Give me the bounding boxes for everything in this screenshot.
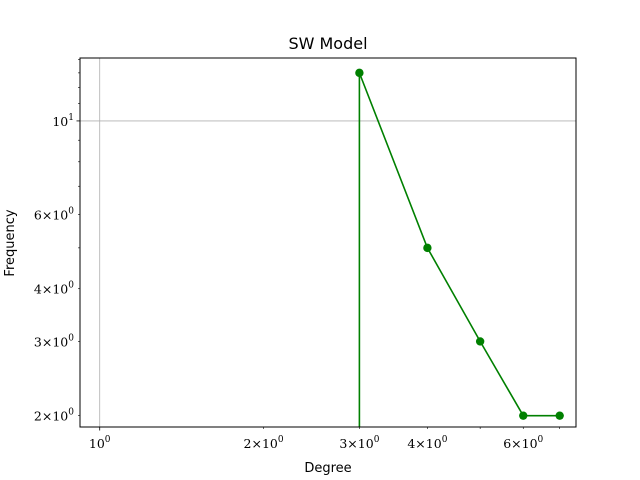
plot-frame [79,57,577,428]
x-axis-label: Degree [304,461,351,476]
x-axis-ticks: 100 2×100 3×100 4×100 6×100 [89,427,560,451]
x-tick-label: 6×100 [503,435,543,451]
data-point [355,68,364,78]
x-tick-label: 2×100 [244,435,284,451]
data-point [475,337,485,346]
data-point [423,243,432,253]
y-tick-label: 4×100 [34,281,74,297]
plot-area [80,58,576,427]
chart-title: SW Model [288,34,367,53]
data-point [519,411,528,420]
x-tick-label: 4×100 [407,435,447,451]
data-point [555,411,564,420]
grid-lines [80,58,576,427]
y-tick-label: 6×100 [34,206,74,222]
y-tick-label: 3×100 [34,333,74,349]
series-line [358,72,560,427]
y-axis-label: Frequency [3,209,18,276]
x-tick-label: 3×100 [339,435,379,451]
data-series [355,68,564,427]
y-tick-label: 101 [52,113,74,129]
y-tick-label: 2×100 [34,408,74,424]
x-tick-label: 100 [89,435,111,451]
y-axis-ticks: 101 6×100 4×100 3×100 2×100 [34,59,80,424]
